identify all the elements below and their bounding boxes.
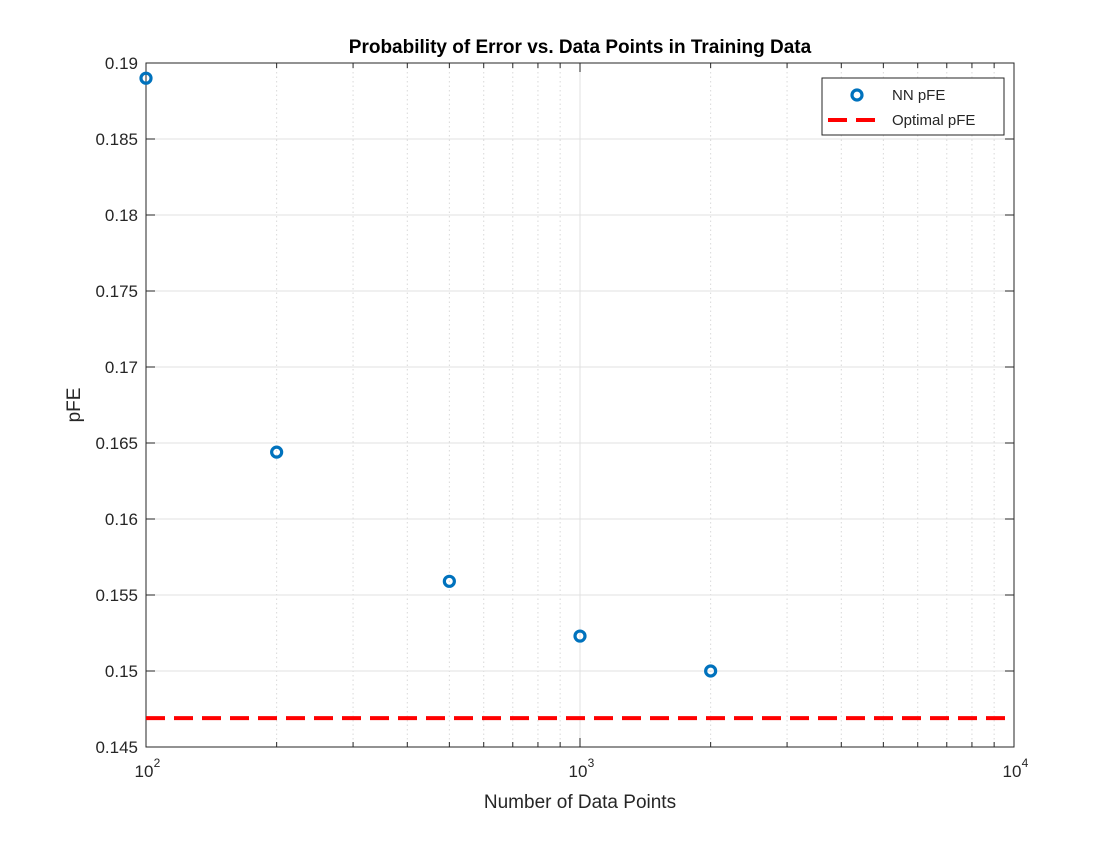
legend-box — [821, 77, 1005, 136]
y-tick-label: 0.15 — [105, 662, 138, 681]
y-tick-label: 0.155 — [95, 586, 138, 605]
y-tick-label: 0.18 — [105, 206, 138, 225]
y-tick-label: 0.185 — [95, 130, 138, 149]
x-tick-label: 10 — [569, 762, 588, 781]
data-point — [442, 574, 456, 588]
y-tick-label: 0.165 — [95, 434, 138, 453]
x-tick-exponent: 3 — [588, 756, 595, 770]
x-axis-label: Number of Data Points — [484, 792, 676, 813]
y-axis-label: pFE — [64, 388, 85, 423]
data-point — [704, 664, 718, 678]
legend-marker-symbol — [850, 88, 864, 102]
data-point — [139, 71, 153, 85]
y-tick-label: 0.175 — [95, 282, 138, 301]
y-tick-label: 0.145 — [95, 738, 138, 757]
data-point — [270, 445, 284, 459]
x-tick-label: 10 — [135, 762, 154, 781]
y-tick-label: 0.19 — [105, 54, 138, 73]
data-point — [573, 629, 587, 643]
ticks — [145, 62, 1015, 748]
x-tick-label: 10 — [1003, 762, 1022, 781]
chart-title: Probability of Error vs. Data Points in … — [349, 37, 812, 58]
legend-label: Optimal pFE — [892, 112, 975, 129]
x-tick-exponent: 4 — [1022, 756, 1029, 770]
x-tick-exponent: 2 — [154, 756, 161, 770]
legend-label: NN pFE — [892, 87, 945, 104]
y-tick-label: 0.16 — [105, 510, 138, 529]
legend: NN pFE Optimal pFE — [821, 77, 1005, 136]
y-tick-label: 0.17 — [105, 358, 138, 377]
